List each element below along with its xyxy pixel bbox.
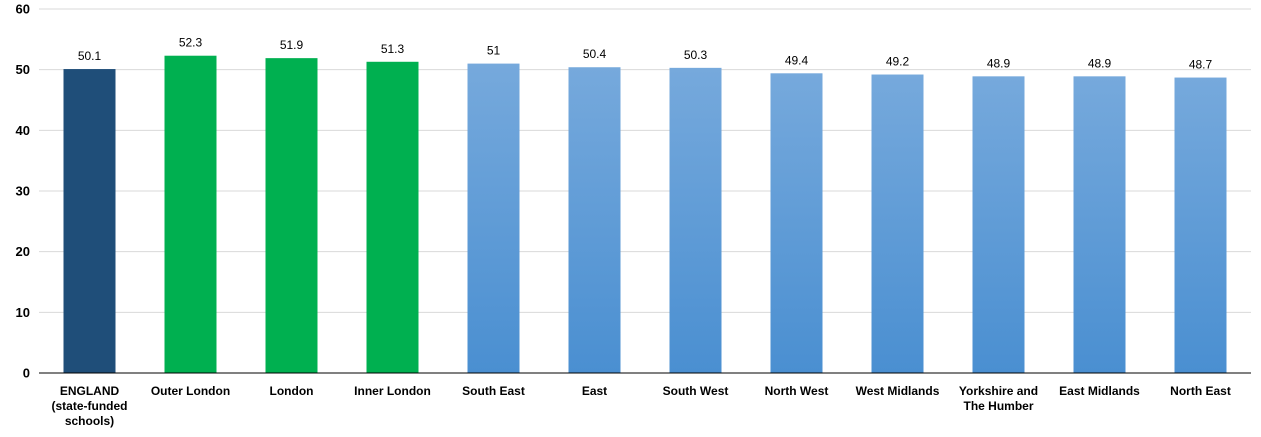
category-label-line: Yorkshire and — [959, 384, 1038, 398]
category-label-3: London — [270, 384, 314, 398]
data-label-8: 49.4 — [785, 53, 809, 67]
data-label-6: 50.4 — [583, 47, 607, 61]
category-label-5: South East — [462, 384, 525, 398]
category-label-line: North West — [765, 384, 829, 398]
bar-10 — [972, 76, 1025, 373]
bar-8 — [770, 73, 823, 373]
category-label-line: South East — [462, 384, 525, 398]
data-label-10: 48.9 — [987, 56, 1011, 70]
bar-2 — [164, 55, 217, 374]
data-label-4: 51.3 — [381, 42, 405, 56]
bar-1 — [63, 69, 116, 373]
x-axis-categories: ENGLAND (state-funded schools) Outer London… — [52, 384, 1231, 428]
data-label-1: 50.1 — [78, 49, 102, 63]
data-label-7: 50.3 — [684, 48, 708, 62]
bar-12 — [1174, 77, 1227, 373]
category-label-2: Outer London — [151, 384, 230, 398]
bar-9 — [871, 74, 924, 374]
category-label-11: East Midlands — [1059, 384, 1140, 398]
bar-4 — [366, 61, 419, 373]
data-label-11: 48.9 — [1088, 56, 1112, 70]
bar-6 — [568, 67, 621, 374]
bar-11 — [1073, 76, 1126, 373]
bar-7 — [669, 67, 722, 373]
category-label-line: North East — [1170, 384, 1231, 398]
data-label-12: 48.7 — [1189, 58, 1213, 72]
y-tick-label-60: 60 — [16, 2, 30, 17]
category-label-line: Outer London — [151, 384, 230, 398]
category-label-line: London — [270, 384, 314, 398]
y-tick-label-20: 20 — [16, 244, 30, 259]
y-tick-label-40: 40 — [16, 123, 30, 138]
category-label-8: North West — [765, 384, 829, 398]
data-label-3: 51.9 — [280, 38, 304, 52]
y-tick-label-50: 50 — [16, 62, 30, 77]
category-label-4: Inner London — [354, 384, 431, 398]
category-label-line: East — [582, 384, 607, 398]
category-label-10: Yorkshire and The Humber — [959, 384, 1038, 413]
category-label-line: West Midlands — [856, 384, 940, 398]
category-label-line: The Humber — [963, 399, 1033, 413]
y-axis-ticks: 0 10 20 30 40 50 60 — [16, 2, 30, 381]
y-tick-label-10: 10 — [16, 305, 30, 320]
category-label-9: West Midlands — [856, 384, 940, 398]
category-label-line: schools) — [65, 414, 114, 428]
category-label-7: South West — [663, 384, 729, 398]
data-label-2: 52.3 — [179, 36, 203, 50]
bar-3 — [265, 58, 318, 373]
y-tick-label-0: 0 — [23, 366, 30, 381]
category-label-line: South West — [663, 384, 729, 398]
category-label-line: East Midlands — [1059, 384, 1140, 398]
category-label-line: Inner London — [354, 384, 431, 398]
category-label-1: ENGLAND (state-funded schools) — [52, 384, 128, 428]
category-label-line: (state-funded — [52, 399, 128, 413]
data-label-9: 49.2 — [886, 55, 910, 69]
data-label-5: 51 — [487, 44, 501, 58]
category-label-12: North East — [1170, 384, 1231, 398]
bars — [63, 55, 1227, 374]
data-labels: 50.1 52.3 51.9 51.3 51 50.4 50.3 49.4 49.2 48.9 48… — [78, 36, 1213, 72]
gridlines — [39, 8, 1251, 313]
category-label-6: East — [582, 384, 607, 398]
bar-5 — [467, 63, 520, 373]
y-tick-label-30: 30 — [16, 184, 30, 199]
category-label-line: ENGLAND — [60, 384, 120, 398]
